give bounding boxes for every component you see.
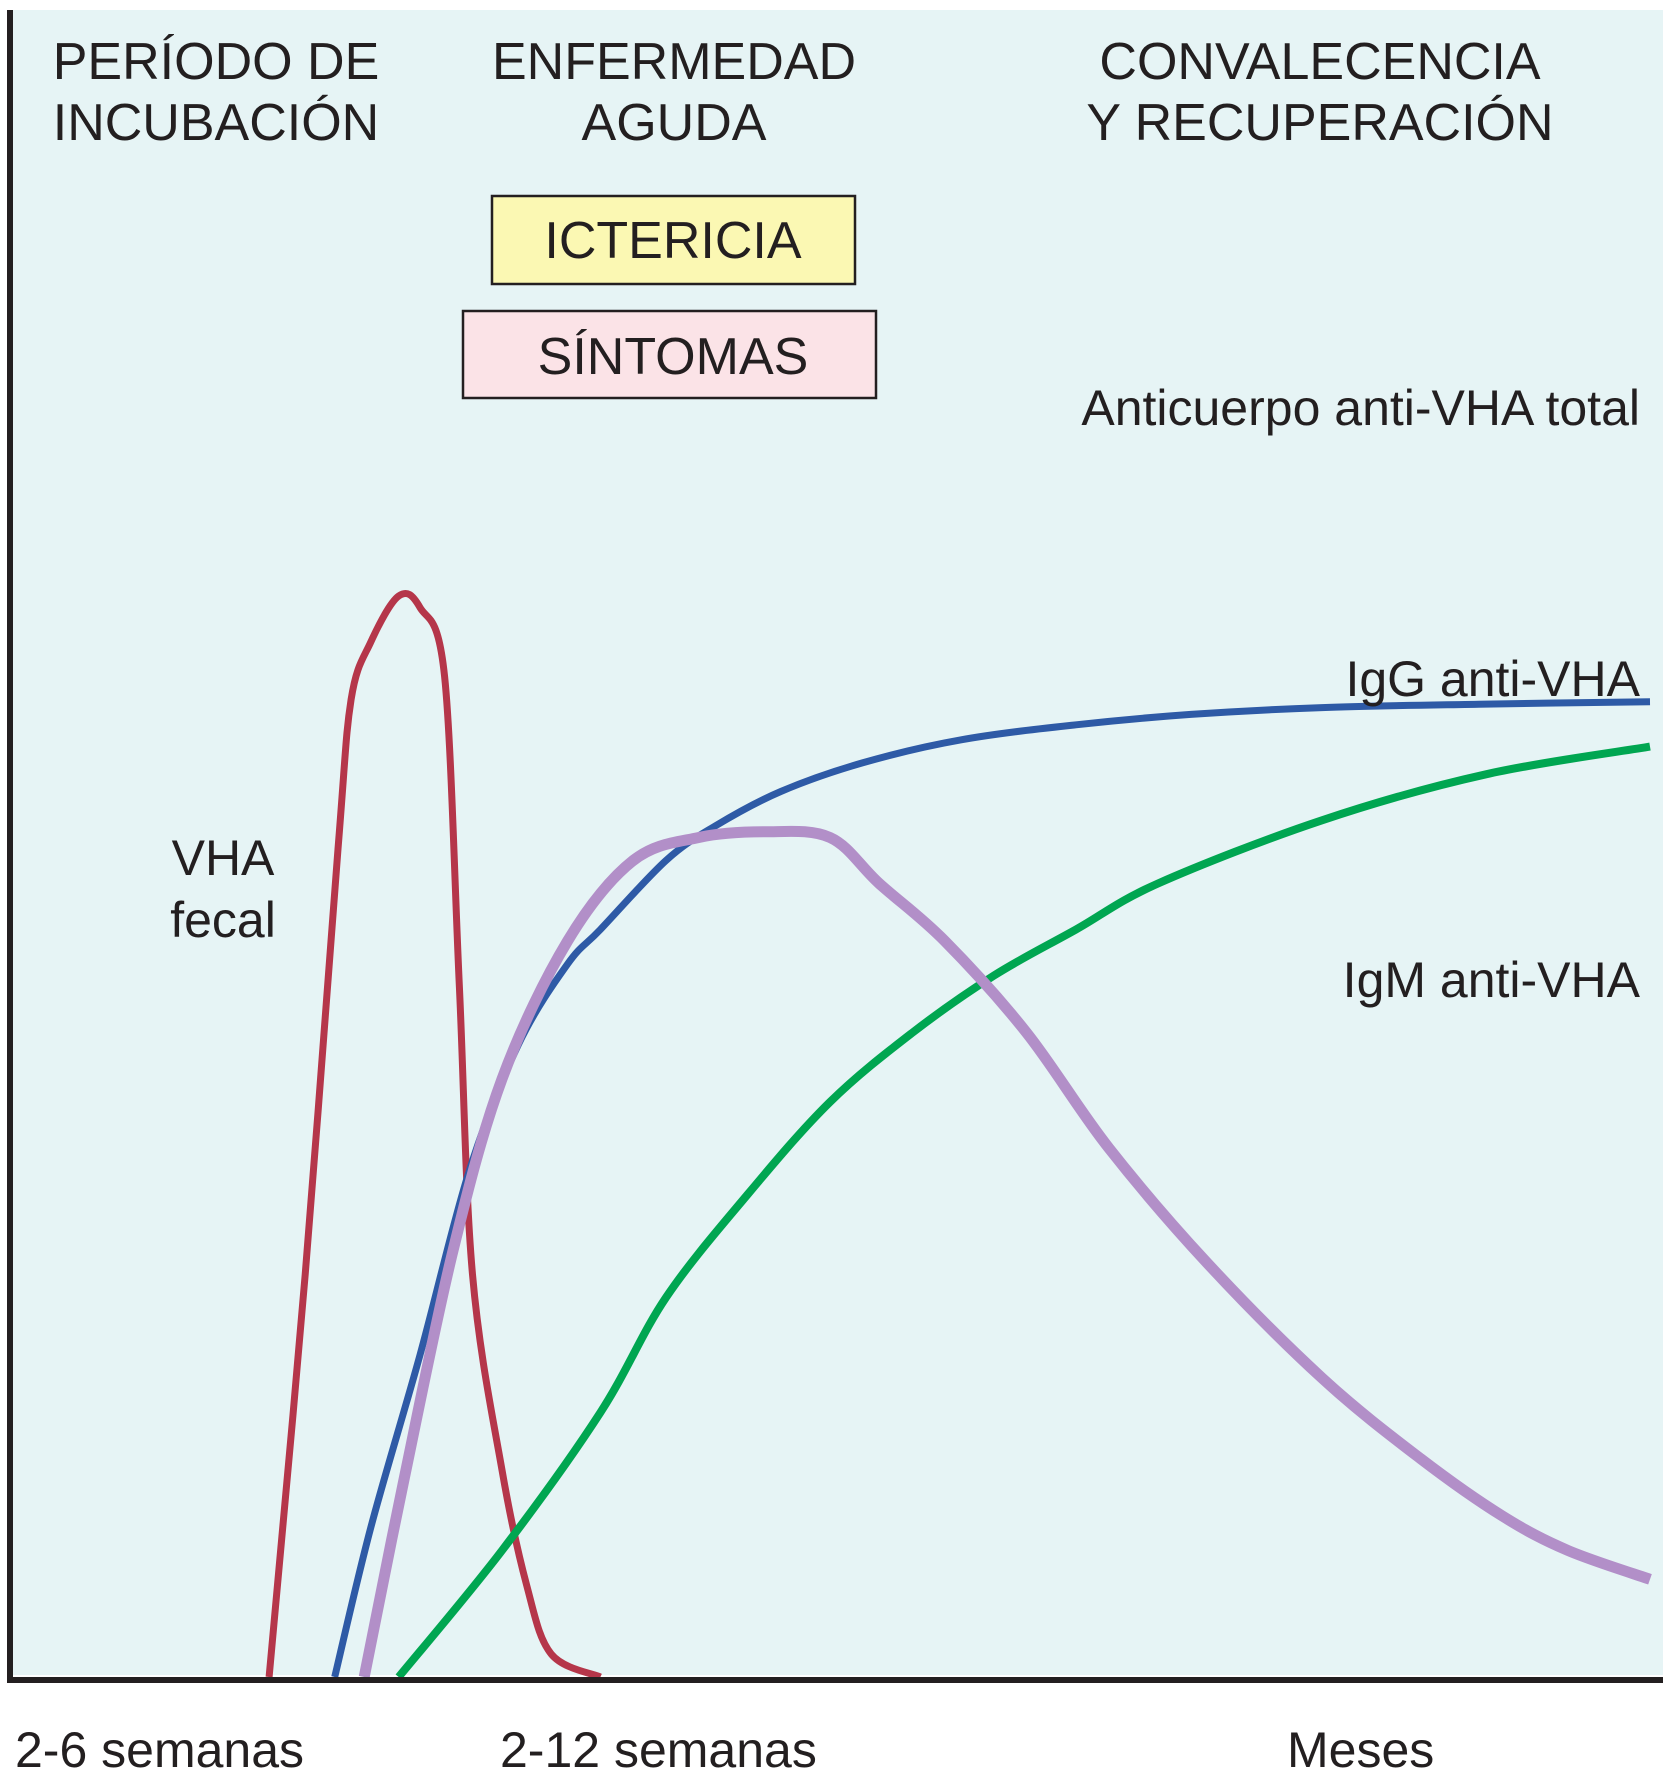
symptoms-bar: [461, 309, 878, 400]
x-tick-labels: 2-6 semanas 2-12 semanas Meses: [15, 1722, 1434, 1778]
series-line-anticuerpo-total: [331, 698, 1651, 1678]
series-label-vha-fecal-line-1: VHA: [172, 830, 275, 886]
phase-label-convalescence-line-2: Y RECUPERACIÓN: [1086, 94, 1553, 152]
series-label-igm: IgM anti-VHA: [1343, 952, 1641, 1008]
series-line-vha-fecal: [265, 590, 602, 1681]
x-tick-label-2-6-semanas: 2-6 semanas: [15, 1722, 304, 1778]
series-labels: VHA fecal Anticuerpo anti-VHA total IgG …: [170, 380, 1640, 1008]
jaundice-bar-label: ICTERICIA: [544, 212, 801, 270]
phase-label-convalescence-line-1: CONVALECENCIA: [1099, 33, 1540, 91]
phase-label-acute-line-1: ENFERMEDAD: [492, 33, 856, 91]
series-line-igg: [395, 742, 1651, 1680]
series-lines: [265, 590, 1652, 1681]
series-label-igg: IgG anti-VHA: [1345, 651, 1640, 707]
x-tick-label-meses: Meses: [1287, 1722, 1434, 1778]
phase-label-incubation-line-2: INCUBACIÓN: [53, 94, 379, 152]
series-line-igm: [358, 825, 1652, 1679]
symptoms-bar-label: SÍNTOMAS: [538, 328, 809, 386]
phase-labels: PERÍODO DE INCUBACIÓN ENFERMEDAD AGUDA C…: [53, 33, 1554, 152]
jaundice-bar: [490, 194, 857, 286]
status-bars: ICTERICIA SÍNTOMAS: [461, 194, 878, 400]
phase-label-incubation-line-1: PERÍODO DE: [53, 33, 380, 91]
series-label-anticuerpo-total: Anticuerpo anti-VHA total: [1081, 380, 1640, 436]
axes: [7, 10, 1663, 1683]
x-tick-label-2-12-semanas: 2-12 semanas: [500, 1722, 817, 1778]
phase-label-acute-line-2: AGUDA: [582, 94, 767, 152]
series-label-vha-fecal-line-2: fecal: [170, 892, 276, 948]
